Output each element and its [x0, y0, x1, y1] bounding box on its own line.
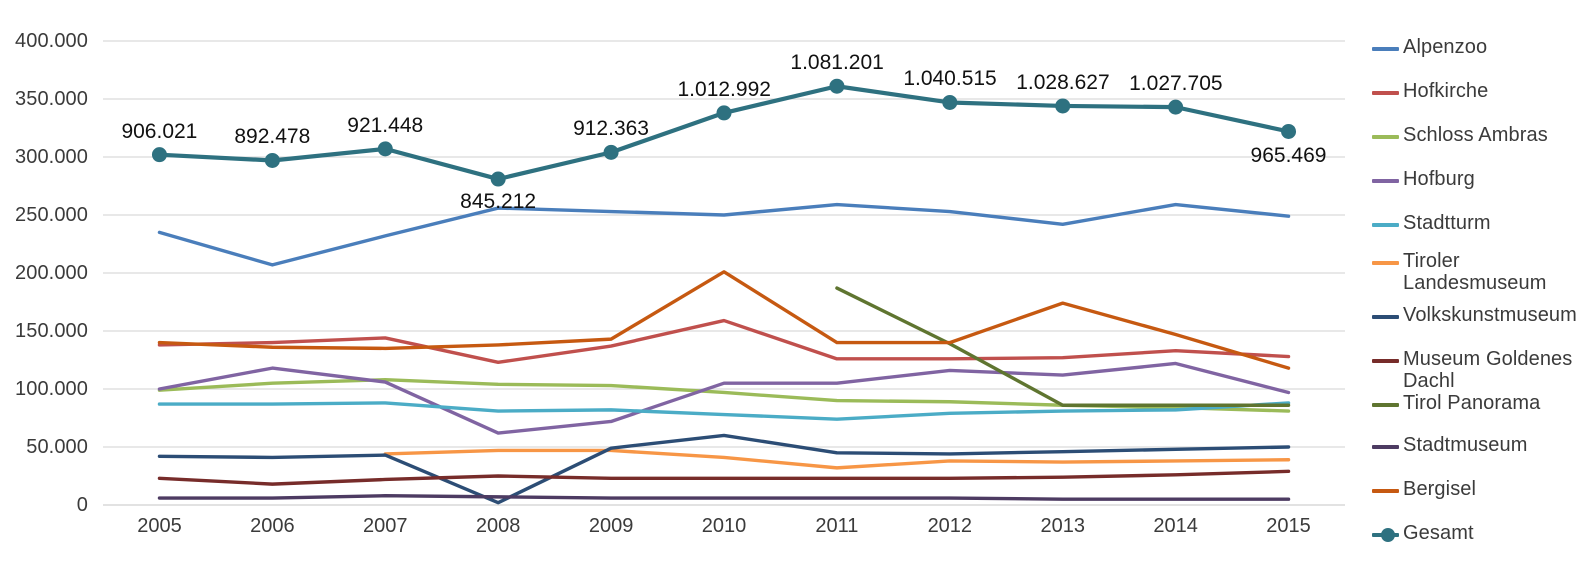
x-axis-tick-label: 2005	[137, 515, 182, 537]
data-point-marker	[942, 94, 958, 110]
data-point-marker	[264, 152, 280, 168]
x-axis-tick-label: 2011	[815, 515, 859, 537]
data-point-marker	[603, 144, 619, 160]
data-point-marker	[716, 105, 732, 121]
x-axis-tick-label: 2007	[363, 515, 408, 537]
legend-item-label: Hofkirche	[1403, 80, 1489, 102]
x-axis-tick-label: 2012	[927, 515, 973, 537]
y-axis-tick-label: 300.000	[15, 146, 88, 168]
legend-item-hofburg[interactable]: Hofburg	[1372, 168, 1579, 190]
legend-item-museum-goldenes-dachl[interactable]: Museum Goldenes Dachl	[1372, 348, 1579, 392]
legend-item-volkskunstmuseum[interactable]: Volkskunstmuseum	[1372, 304, 1579, 326]
data-point-marker	[1055, 98, 1071, 114]
y-axis-tick-label: 0	[76, 494, 88, 516]
series-line-hofburg	[157, 361, 1291, 435]
data-label: 912.363	[573, 117, 649, 141]
data-label: 1.028.627	[1016, 70, 1110, 94]
data-label: 845.212	[460, 190, 537, 214]
legend-item-label: Schloss Ambras	[1403, 124, 1548, 146]
x-axis-tick-label: 2015	[1266, 515, 1311, 537]
legend-item-label: Hofburg	[1403, 168, 1475, 190]
legend-item-label: Stadtmuseum	[1403, 434, 1528, 456]
x-axis-tick-label: 2009	[588, 515, 634, 537]
y-axis-tick-label: 50.000	[26, 436, 88, 458]
data-label: 921.448	[347, 113, 424, 137]
legend-color-swatch	[1372, 91, 1399, 95]
legend-color-swatch	[1372, 223, 1399, 227]
x-axis-tick-label: 2014	[1153, 515, 1198, 537]
series-line-stadtturm	[157, 401, 1291, 421]
legend-item-tirol-panorama[interactable]: Tirol Panorama	[1372, 392, 1579, 414]
legend-item-tiroler-landesmuseum[interactable]: Tiroler Landesmuseum	[1372, 250, 1579, 294]
legend-item-gesamt[interactable]: Gesamt	[1372, 522, 1579, 544]
y-axis-tick-label: 150.000	[15, 320, 88, 342]
legend-color-swatch	[1372, 403, 1399, 407]
data-point-marker	[490, 171, 506, 187]
data-label: 906.021	[121, 119, 198, 143]
legend-item-label: Museum Goldenes Dachl	[1403, 348, 1573, 392]
legend-item-stadtturm[interactable]: Stadtturm	[1372, 212, 1579, 234]
legend-color-swatch	[1372, 359, 1399, 363]
y-axis-tick-label: 100.000	[15, 378, 88, 400]
legend-item-label: Tiroler Landesmuseum	[1403, 250, 1547, 294]
chart-svg	[103, 40, 1345, 506]
legend-color-swatch	[1372, 47, 1399, 51]
legend-color-swatch	[1372, 489, 1399, 493]
y-axis-tick-label: 200.000	[15, 262, 88, 284]
legend-color-swatch	[1372, 261, 1399, 265]
legend-item-label: Volkskunstmuseum	[1403, 304, 1577, 326]
series-line-alpenzoo	[157, 202, 1291, 267]
legend-item-label: Bergisel	[1403, 478, 1477, 500]
series-line-tirol-panorama	[835, 286, 1291, 407]
data-label: 1.081.201	[790, 51, 884, 75]
legend-item-label: Tirol Panorama	[1403, 392, 1541, 414]
legend-color-swatch	[1372, 445, 1399, 449]
data-label: 1.012.992	[677, 77, 771, 101]
legend-color-swatch	[1372, 528, 1399, 542]
data-point-marker	[151, 147, 167, 163]
x-axis-tick-label: 2008	[475, 515, 521, 537]
y-axis-tick-label: 350.000	[15, 88, 88, 110]
series-line-tiroler-landesmuseum	[383, 448, 1291, 470]
series-line-volkskunstmuseum	[157, 433, 1291, 505]
series-line-bergisel	[157, 270, 1291, 370]
legend-item-label: Stadtturm	[1403, 212, 1491, 234]
legend-color-swatch	[1372, 135, 1399, 139]
legend-item-hofkirche[interactable]: Hofkirche	[1372, 80, 1579, 102]
legend-item-label: Alpenzoo	[1403, 36, 1488, 58]
legend-item-alpenzoo[interactable]: Alpenzoo	[1372, 36, 1579, 58]
data-point-marker	[377, 141, 393, 157]
y-axis-tick-label: 250.000	[15, 204, 88, 226]
series-line-museum-goldenes-dachl	[157, 469, 1291, 486]
data-label: 1.027.705	[1129, 72, 1223, 96]
plot-area	[103, 40, 1345, 506]
data-point-marker	[1281, 123, 1297, 139]
x-axis-tick-label: 2013	[1040, 515, 1085, 537]
y-axis-tick-label: 400.000	[15, 30, 88, 52]
legend-item-bergisel[interactable]: Bergisel	[1372, 478, 1579, 500]
data-label: 965.469	[1250, 144, 1327, 168]
data-label: 1.040.515	[903, 67, 997, 91]
chart-legend: Alpenzoo Hofkirche Schloss Ambras Hofburg St…	[1372, 22, 1579, 562]
x-axis-tick-label: 2010	[701, 515, 747, 537]
legend-color-swatch	[1372, 315, 1399, 319]
legend-item-stadtmuseum[interactable]: Stadtmuseum	[1372, 434, 1579, 456]
legend-item-schloss-ambras[interactable]: Schloss Ambras	[1372, 124, 1579, 146]
legend-item-label: Gesamt	[1403, 522, 1474, 544]
data-label: 892.478	[234, 125, 311, 149]
series-line-hofkirche	[157, 318, 1291, 365]
x-axis-tick-label: 2006	[250, 515, 295, 537]
legend-color-swatch	[1372, 179, 1399, 183]
series-line-stadtmuseum	[157, 494, 1291, 501]
data-point-marker	[1168, 99, 1184, 115]
data-point-marker	[829, 78, 845, 94]
